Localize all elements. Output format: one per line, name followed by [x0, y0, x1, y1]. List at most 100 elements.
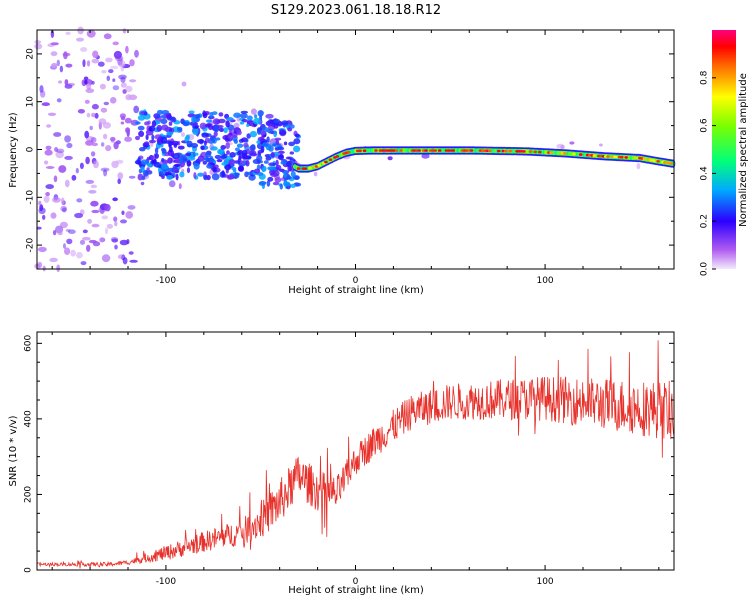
spectrogram-cluster-cell [154, 153, 159, 159]
spectrogram-cluster-cell [234, 172, 240, 176]
spectrogram-noise-cell [569, 141, 575, 145]
spectrogram-cluster-cell [269, 169, 276, 176]
spectrogram-cluster-cell [268, 162, 276, 167]
spectrogram-cluster-cell [265, 120, 274, 127]
spectrogram-ridge-peak [669, 162, 674, 165]
spectrogram-noise-cell [127, 205, 136, 210]
spectrogram-noise-cell [91, 80, 95, 85]
spectrogram-noise-cell [52, 197, 61, 203]
spectrogram-ridge-peak [362, 149, 367, 152]
spectrogram-noise-cell [37, 261, 43, 269]
spectrogram-cluster-cell [202, 160, 207, 165]
spectrogram-noise-cell [99, 207, 105, 215]
spectrogram-noise-cell [120, 82, 127, 88]
spectrogram-noise-cell [44, 160, 49, 165]
spectrogram-cluster-cell [246, 123, 250, 127]
spectrogram-cluster-cell [137, 125, 145, 131]
spectrogram-ridge-peak [549, 151, 553, 154]
spectrogram-cluster-cell [274, 177, 282, 183]
spectrogram-cluster-cell [275, 139, 280, 146]
spectrogram-cluster-cell [234, 160, 240, 164]
spectrogram-noise-cell [75, 167, 79, 174]
spectrogram-noise-cell [129, 59, 135, 67]
spectrogram-noise-cell [41, 102, 50, 107]
spectrogram-cluster-cell [287, 165, 292, 172]
spectrogram-noise-cell [124, 117, 132, 124]
spectrogram-noise-cell [129, 79, 137, 83]
spectrogram-noise-cell [90, 137, 97, 143]
spectrogram-noise-cell [58, 80, 63, 84]
spectrogram-noise-cell [181, 132, 185, 138]
spectrogram-noise-cell [63, 243, 66, 249]
spectrogram-ridge-peak [522, 150, 526, 153]
spectrogram-noise-cell [76, 37, 84, 42]
spectrogram-cluster-cell [277, 150, 285, 154]
snr-y-tick-label: 0 [24, 567, 34, 573]
spectrogram-cluster-cell [151, 120, 157, 128]
spectrogram-cluster-cell [282, 170, 290, 174]
spectrogram-cluster-cell [166, 174, 173, 180]
spectrogram-ridge-peak [358, 149, 362, 153]
spectrogram-cluster-cell [211, 173, 220, 181]
spectrogram-noise-cell [90, 151, 96, 157]
spectrogram-noise-cell [113, 216, 118, 222]
spectrogram-noise-cell [64, 79, 69, 86]
spectrogram-cluster-cell [166, 131, 174, 136]
spectrogram-cluster-cell [242, 153, 248, 160]
colorbar-label: Normalized spectral amplitude [738, 73, 749, 227]
snr-y-label: SNR (10 * v/v) [8, 415, 19, 486]
spectrogram-noise-cell [91, 142, 99, 147]
spectrogram-noise-cell [68, 229, 76, 234]
spectrogram-noise-cell [105, 57, 113, 63]
spectrogram-cluster-cell [227, 135, 234, 140]
spectrogram-cluster-cell [213, 131, 218, 137]
spectrogram-cluster-cell [267, 176, 274, 182]
spectrogram-ridge-peak [606, 155, 610, 158]
spectrogram-noise-cell [105, 227, 108, 235]
spectrogram-cluster-cell [140, 159, 148, 165]
spectrogram-noise-cell [91, 209, 100, 214]
spectrogram-noise-cell [53, 132, 62, 137]
spectrogram-cluster-cell [253, 168, 261, 174]
spectrogram-noise-cell [55, 225, 64, 234]
spectrogram-cluster-cell [170, 117, 177, 123]
spectrogram-cluster-cell [233, 139, 238, 144]
spectrogram-noise-cell [94, 112, 99, 119]
spectrogram-cluster-cell [233, 112, 242, 118]
spectrogram-noise-cell [36, 226, 42, 230]
spectrogram-noise-cell [103, 101, 110, 106]
spectrogram-cluster-cell [225, 120, 230, 128]
spectrogram-noise-cell [80, 261, 87, 266]
spectrogram-ridge-peak [651, 159, 656, 162]
spectrogram-noise-cell [59, 65, 64, 73]
spectrogram-cluster-cell [156, 124, 163, 132]
spectrogram-x-tick-label: -100 [156, 276, 177, 286]
spectrogram-cluster-cell [160, 136, 168, 144]
spectrogram-noise-cell [64, 84, 73, 89]
spectrogram-cluster-cell [186, 167, 191, 174]
spectrogram-noise-cell [111, 238, 119, 243]
spectrogram-ridge-peak [508, 149, 512, 153]
spectrogram-noise-cell [77, 109, 85, 114]
spectrogram-noise-cell [53, 175, 58, 183]
spectrogram-cluster-cell [240, 110, 248, 114]
spectrogram-noise-cell [122, 89, 127, 94]
spectrogram-noise-cell [387, 156, 393, 161]
spectrogram-cluster-cell [156, 120, 161, 125]
spectrogram-cluster-cell [290, 124, 295, 129]
spectrogram-cluster-cell [134, 160, 143, 165]
spectrogram-ridge-peak [656, 160, 660, 163]
spectrogram-noise-cell [313, 171, 318, 177]
spectrogram-noise-cell [125, 211, 133, 219]
spectrogram-noise-cell [114, 244, 118, 250]
spectrogram-cluster-cell [191, 116, 197, 124]
spectrogram-cluster-cell [193, 162, 200, 170]
spectrogram-cluster-cell [160, 118, 168, 125]
spectrogram-noise-cell [113, 141, 119, 150]
spectrogram-cluster-cell [244, 138, 249, 143]
spectrogram-noise-cell [66, 238, 73, 245]
spectrogram-noise-cell [106, 223, 113, 229]
spectrogram-noise-cell [560, 144, 565, 150]
